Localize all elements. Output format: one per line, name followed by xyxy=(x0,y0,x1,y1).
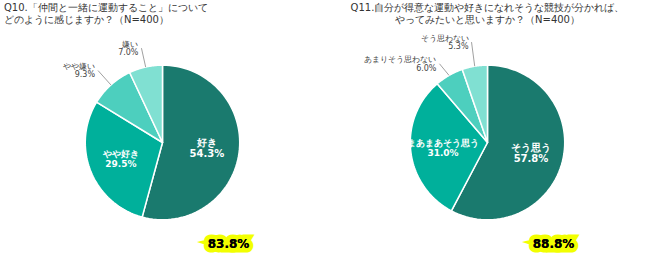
svg-text:まあまあそう思う31.0%: まあまあそう思う31.0% xyxy=(407,138,479,158)
html-text:Q11.自分が得意な運動や好きになれそうな競技が分かれば、: Q11.自分が得意な運動や好きになれそうな競技が分かれば、 やってみたいと思いま… xyxy=(350,2,625,25)
svg-text:83.8%: 83.8% xyxy=(208,237,250,251)
svg-text:やや好き29.5%: やや好き29.5% xyxy=(102,149,139,169)
svg-text:そう思わない5.3%: そう思わない5.3% xyxy=(421,34,469,51)
html-text:Q10.「仲間と一緒に運動すること」について どのように感じ: Q10.「仲間と一緒に運動すること」について どのように感じますか？（N=400… xyxy=(4,2,208,25)
svg-text:88.8%: 88.8% xyxy=(533,237,575,251)
svg-text:83.8%: 83.8% xyxy=(208,237,250,251)
svg-text:そう思う57.8%: そう思う57.8% xyxy=(511,142,551,164)
svg-text:好き54.3%: 好き54.3% xyxy=(190,137,225,159)
svg-text:88.8%: 88.8% xyxy=(533,237,575,251)
svg-text:嫌い7.0%: 嫌い7.0% xyxy=(118,40,139,57)
svg-text:やや嫌い9.3%: やや嫌い9.3% xyxy=(63,62,95,79)
svg-text:あまりそう思わない6.0%: あまりそう思わない6.0% xyxy=(364,55,436,72)
